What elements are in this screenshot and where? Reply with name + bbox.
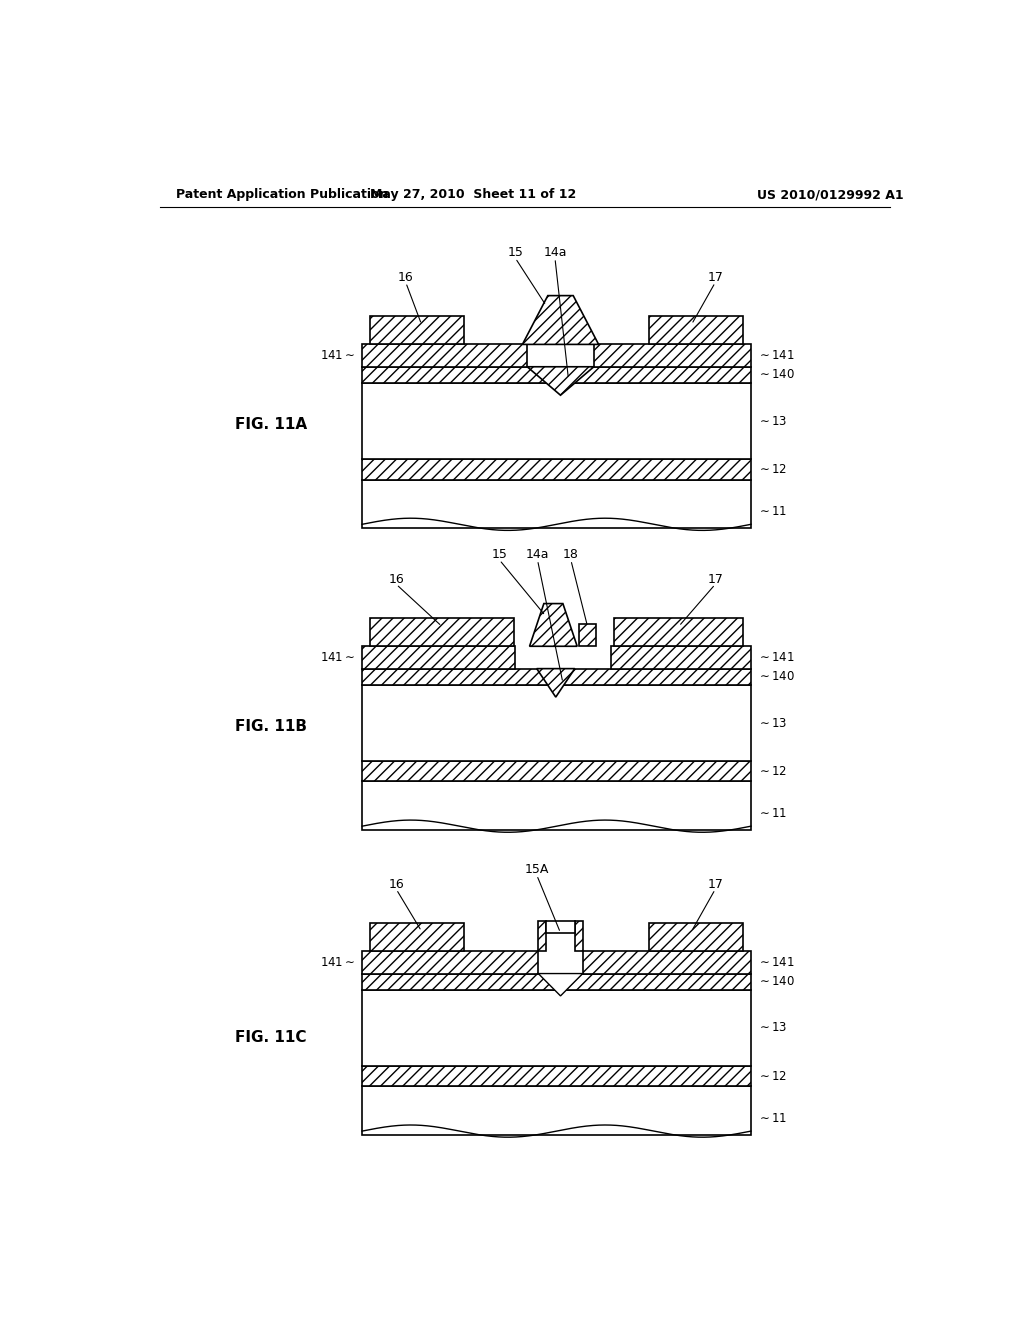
Bar: [362, 1067, 751, 1086]
Text: 141$\sim$: 141$\sim$: [321, 348, 355, 362]
Bar: [370, 315, 464, 345]
Text: FIG. 11B: FIG. 11B: [236, 719, 307, 734]
Text: 15A: 15A: [524, 863, 549, 876]
Bar: [362, 990, 751, 1067]
Text: $\sim$141: $\sim$141: [758, 651, 795, 664]
Bar: [579, 624, 596, 647]
Bar: [546, 921, 574, 933]
Text: $\sim$11: $\sim$11: [758, 1111, 787, 1125]
Text: 14a: 14a: [525, 548, 549, 561]
Polygon shape: [529, 603, 578, 647]
Bar: [362, 459, 751, 479]
Text: 14a: 14a: [543, 247, 566, 260]
Bar: [362, 685, 751, 762]
Text: $\sim$13: $\sim$13: [758, 1022, 787, 1035]
Text: 17: 17: [708, 271, 723, 284]
Bar: [362, 383, 751, 459]
Text: 141$\sim$: 141$\sim$: [321, 956, 355, 969]
Polygon shape: [522, 296, 599, 345]
Bar: [362, 345, 527, 367]
Text: $\sim$12: $\sim$12: [758, 1069, 787, 1082]
Text: $\sim$140: $\sim$140: [758, 671, 796, 684]
Bar: [362, 974, 751, 990]
Text: $\sim$13: $\sim$13: [758, 717, 787, 730]
Bar: [362, 479, 751, 528]
Text: 16: 16: [388, 878, 404, 891]
Bar: [362, 762, 751, 781]
Text: 17: 17: [708, 573, 723, 586]
Polygon shape: [527, 367, 594, 395]
Bar: [649, 923, 743, 952]
Text: 15: 15: [507, 247, 523, 260]
Text: $\sim$12: $\sim$12: [758, 463, 787, 477]
Bar: [539, 921, 546, 952]
Bar: [362, 1086, 751, 1135]
Text: $\sim$141: $\sim$141: [758, 348, 795, 362]
Text: $\sim$141: $\sim$141: [758, 956, 795, 969]
Bar: [362, 952, 539, 974]
Text: 18: 18: [563, 548, 579, 561]
Text: Patent Application Publication: Patent Application Publication: [176, 189, 388, 202]
Text: US 2010/0129992 A1: US 2010/0129992 A1: [757, 189, 903, 202]
Text: $\sim$13: $\sim$13: [758, 414, 787, 428]
Bar: [362, 367, 751, 383]
Text: $\sim$140: $\sim$140: [758, 368, 796, 381]
Text: 17: 17: [708, 878, 723, 891]
Bar: [574, 921, 583, 952]
Text: May 27, 2010  Sheet 11 of 12: May 27, 2010 Sheet 11 of 12: [370, 189, 577, 202]
Bar: [370, 618, 514, 647]
Polygon shape: [539, 974, 583, 995]
Polygon shape: [537, 669, 574, 697]
Bar: [614, 618, 743, 647]
Text: FIG. 11A: FIG. 11A: [236, 417, 307, 433]
Text: $\sim$12: $\sim$12: [758, 764, 787, 777]
Bar: [370, 923, 464, 952]
Bar: [583, 952, 751, 974]
Text: $\sim$140: $\sim$140: [758, 975, 796, 989]
Text: $\sim$11: $\sim$11: [758, 504, 787, 517]
Text: 16: 16: [398, 271, 414, 284]
Text: 16: 16: [388, 573, 404, 586]
Bar: [594, 345, 751, 367]
Text: FIG. 11C: FIG. 11C: [236, 1030, 306, 1044]
Bar: [362, 781, 751, 830]
Bar: [362, 669, 751, 685]
Text: $\sim$11: $\sim$11: [758, 807, 787, 820]
Bar: [362, 647, 515, 669]
Text: 141$\sim$: 141$\sim$: [321, 651, 355, 664]
Bar: [649, 315, 743, 345]
Text: 15: 15: [492, 548, 507, 561]
Bar: [610, 647, 751, 669]
